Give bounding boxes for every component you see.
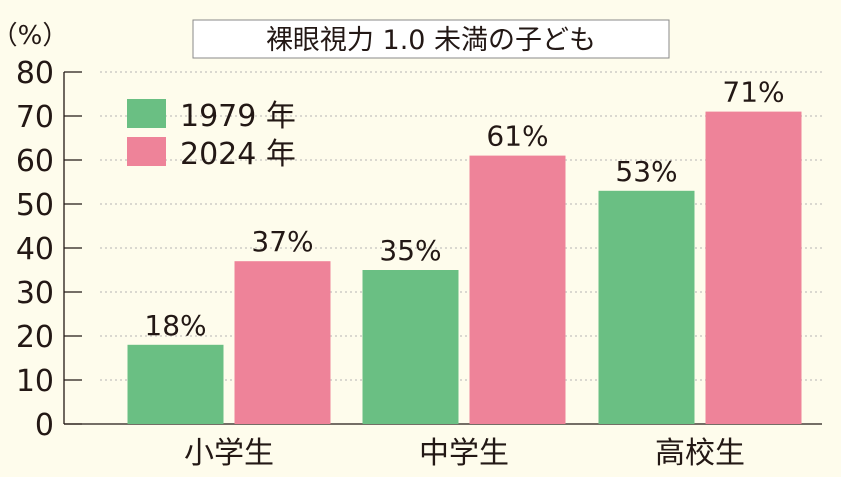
legend-swatch	[127, 99, 166, 128]
bar-1979	[127, 344, 224, 424]
legend-swatch	[127, 137, 166, 166]
legend-label: 1979 年	[180, 99, 296, 134]
bar-1979	[598, 190, 695, 424]
x-tick-label: 中学生	[419, 436, 509, 471]
title-box	[192, 19, 670, 59]
bar-2024	[705, 111, 802, 424]
x-tick-label: 高校生	[655, 436, 745, 471]
data-label: 53%	[615, 155, 677, 188]
data-label: 37%	[251, 225, 313, 258]
y-tick-label: 40	[16, 232, 54, 267]
bar-1979	[362, 270, 459, 424]
data-label: 61%	[486, 120, 548, 153]
x-tick-label: 小学生	[184, 436, 274, 471]
y-tick-label: 80	[16, 56, 54, 91]
y-tick-label: 70	[16, 100, 54, 135]
data-label: 71%	[722, 76, 784, 109]
y-tick-label: 10	[16, 364, 54, 399]
data-label: 18%	[144, 309, 206, 342]
y-tick-label: 30	[16, 276, 54, 311]
chart-title: 裸眼視力 1.0 未満の子ども	[266, 25, 596, 56]
legend-label: 2024 年	[180, 137, 296, 172]
y-tick-label: 50	[16, 188, 54, 223]
y-axis-label: （%）	[0, 21, 68, 51]
y-tick-label: 60	[16, 144, 54, 179]
y-tick-label: 0	[35, 408, 54, 443]
bar-2024	[469, 155, 566, 424]
y-tick-label: 20	[16, 320, 54, 355]
data-label: 35%	[379, 234, 441, 267]
bar-2024	[234, 261, 331, 424]
